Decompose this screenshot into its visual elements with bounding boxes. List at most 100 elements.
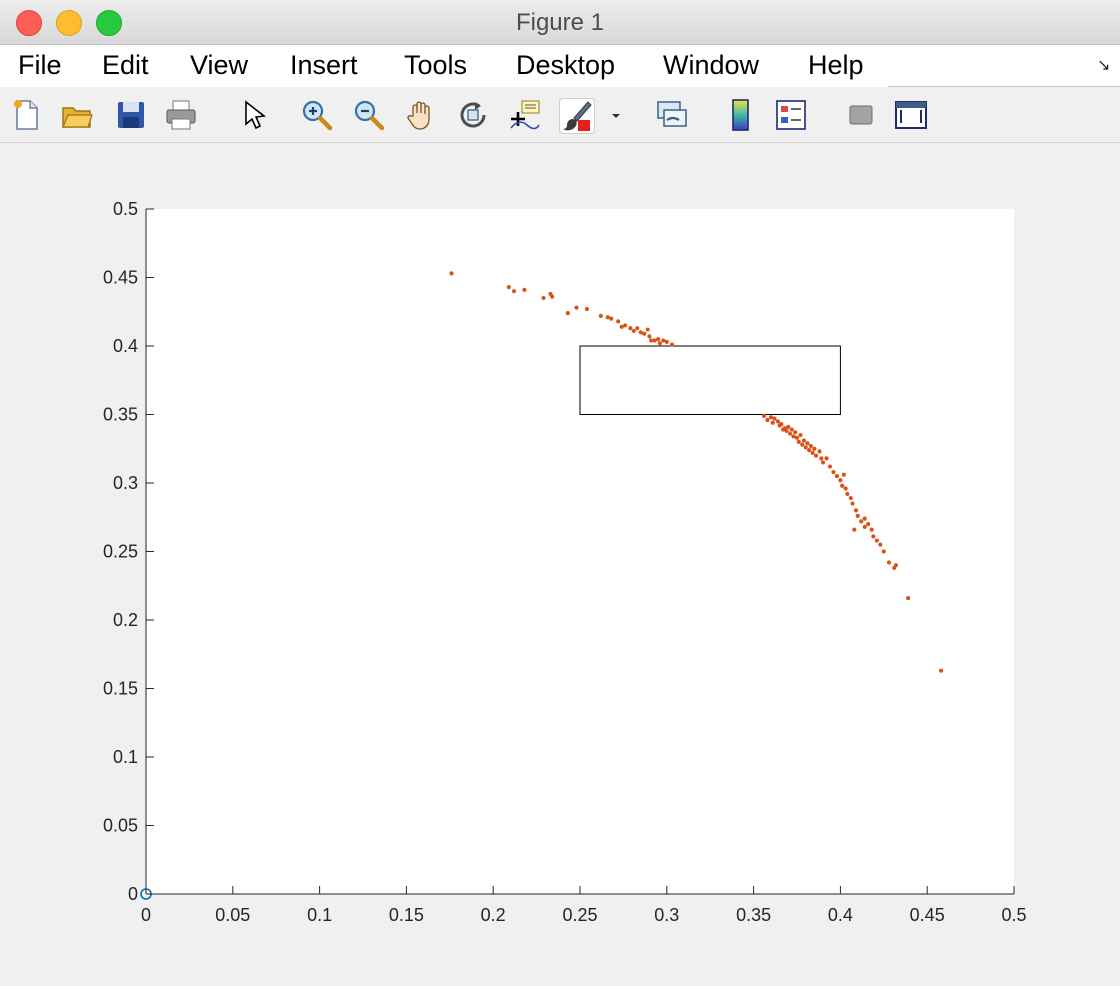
data-point [645, 327, 650, 332]
data-point [657, 341, 662, 346]
y-tick-label: 0.2 [113, 610, 138, 630]
data-point [878, 542, 883, 547]
data-point [906, 595, 911, 601]
y-tick-label: 0.15 [103, 679, 138, 699]
window-title: Figure 1 [515, 9, 605, 36]
menu-tools[interactable]: Tools [404, 50, 468, 80]
select-pointer-icon[interactable] [236, 98, 270, 132]
data-point [638, 330, 643, 335]
data-point [794, 435, 800, 440]
close-window-button[interactable] [16, 10, 42, 36]
data-point [765, 417, 770, 423]
data-point [881, 549, 886, 554]
hide-tools-icon[interactable] [844, 98, 878, 132]
data-point [866, 522, 871, 527]
data-point [791, 434, 796, 439]
figure-toolbar [0, 88, 1120, 143]
menu-view[interactable]: View [190, 50, 249, 80]
y-tick-label: 0.35 [103, 405, 138, 425]
data-point [852, 527, 857, 532]
zoom-out-icon[interactable] [352, 98, 386, 132]
x-tick-label: 0.5 [1001, 905, 1026, 925]
save-icon[interactable] [114, 98, 148, 132]
data-point [853, 508, 859, 513]
data-point [770, 420, 775, 425]
colorbar-icon[interactable] [724, 98, 758, 132]
print-icon[interactable] [164, 98, 198, 132]
y-tick-label: 0.5 [113, 199, 138, 219]
y-tick-label: 0 [128, 884, 138, 904]
x-tick-label: 0 [141, 905, 151, 925]
menu-desktop[interactable]: Desktop [516, 50, 616, 80]
x-tick-label: 0.35 [736, 905, 771, 925]
data-point [635, 326, 640, 331]
x-tick-label: 0.25 [562, 905, 597, 925]
data-point [869, 527, 874, 532]
data-point [834, 474, 840, 479]
data-point [775, 419, 781, 424]
data-point [772, 416, 777, 421]
brush-icon[interactable] [559, 98, 595, 134]
data-cursor-icon[interactable] [508, 98, 542, 132]
minimize-window-button[interactable] [56, 10, 82, 36]
data-point [808, 443, 813, 449]
data-point [886, 560, 892, 565]
data-point [840, 483, 845, 488]
data-point [859, 519, 864, 524]
menu-window[interactable]: Window [663, 50, 760, 80]
legend-icon[interactable] [774, 98, 808, 132]
data-point [805, 441, 810, 446]
data-point [801, 438, 807, 443]
data-point [893, 563, 899, 568]
y-tick-label: 0.25 [103, 542, 138, 562]
y-tick-label: 0.4 [113, 336, 138, 356]
y-tick-label: 0.1 [113, 747, 138, 767]
data-point [789, 427, 794, 432]
open-file-icon[interactable] [60, 98, 94, 132]
data-point [779, 421, 784, 427]
pan-hand-icon[interactable] [404, 98, 438, 132]
data-point [652, 338, 657, 343]
data-point [616, 319, 621, 324]
menu-edit[interactable]: Edit [102, 50, 149, 80]
data-point [862, 516, 867, 521]
data-point [938, 668, 944, 673]
y-tick-label: 0.3 [113, 473, 138, 493]
menu-file[interactable]: File [18, 50, 62, 80]
x-tick-label: 0.3 [654, 905, 679, 925]
data-point [631, 328, 636, 334]
data-point [511, 289, 517, 294]
zoom-in-icon[interactable] [300, 98, 334, 132]
data-point [796, 439, 801, 444]
data-point [661, 338, 666, 343]
data-point [871, 534, 876, 539]
menu-help[interactable]: Help [808, 50, 864, 80]
data-point [584, 306, 590, 312]
data-point [787, 431, 793, 436]
data-point [824, 456, 829, 461]
menu-insert[interactable]: Insert [290, 50, 358, 80]
rotate-3d-icon[interactable] [456, 98, 490, 132]
data-point [506, 284, 511, 290]
brush-dropdown-icon[interactable] [605, 98, 627, 132]
data-point [598, 313, 603, 318]
data-point [817, 449, 822, 454]
data-point [810, 450, 815, 455]
data-point [786, 424, 791, 429]
data-point [522, 287, 527, 292]
menu-bar: File Edit View Insert Tools Desktop Wind… [0, 45, 1120, 87]
data-point [862, 524, 867, 529]
link-plot-icon[interactable] [655, 98, 689, 132]
new-figure-icon[interactable] [9, 98, 43, 132]
annotation-rectangle [579, 345, 841, 415]
zoom-window-button[interactable] [96, 10, 122, 36]
show-tools-icon[interactable] [894, 98, 928, 132]
data-point [664, 339, 669, 344]
data-point [838, 478, 843, 483]
dock-figure-icon[interactable]: ↘ [1097, 57, 1111, 74]
data-point [841, 472, 846, 477]
x-tick-label: 0.45 [910, 905, 945, 925]
data-point [793, 430, 798, 435]
data-point [848, 495, 853, 501]
